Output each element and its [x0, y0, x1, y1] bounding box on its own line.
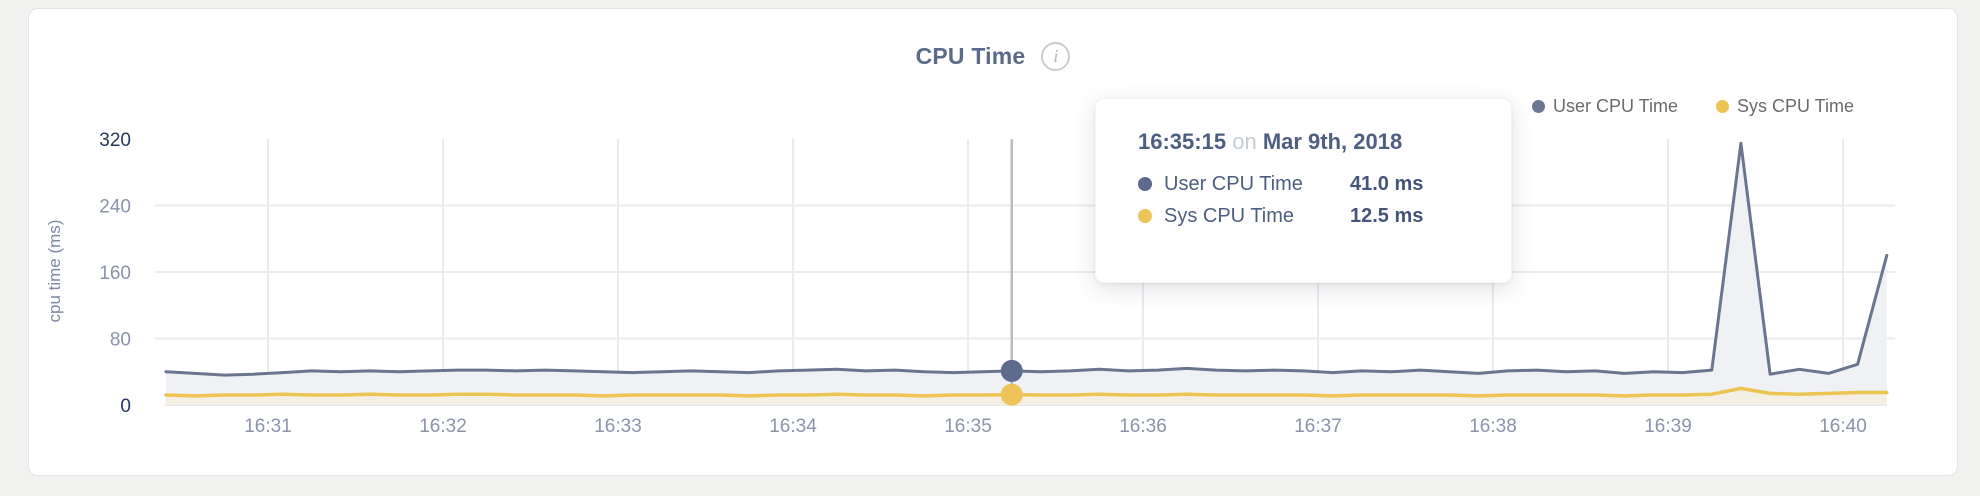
tooltip-date: Mar 9th, 2018 [1262, 129, 1403, 154]
tooltip-series-label: Sys CPU Time [1164, 204, 1295, 227]
x-tick-label: 16:34 [769, 416, 817, 437]
x-tick-label: 16:39 [1644, 416, 1692, 437]
y-tick-label: 160 [99, 263, 131, 284]
tooltip-on-word: on [1232, 129, 1257, 154]
tooltip-title: 16:35:15 on Mar 9th, 2018 [1138, 129, 1511, 155]
tooltip-series-value: 12.5 ms [1350, 204, 1424, 227]
legend-label: User CPU Time [1552, 96, 1678, 116]
y-axis-title: cpu time (ms) [45, 219, 64, 323]
user-cpu-legend-dot [1531, 100, 1545, 113]
x-tick-label: 16:32 [419, 416, 467, 437]
tooltip-series-label: User CPU Time [1164, 172, 1303, 195]
y-tick-label: 320 [99, 130, 131, 151]
tooltip-time: 16:35:15 [1138, 129, 1227, 154]
user-cpu-dot-icon [1138, 177, 1152, 191]
legend-item-user-cpu[interactable]: User CPU Time [1531, 96, 1678, 117]
hover-tooltip: 16:35:15 on Mar 9th, 2018 User CPU Time … [1095, 98, 1512, 283]
tooltip-row-user-cpu: User CPU Time 41.0 ms [1138, 168, 1511, 200]
x-tick-label: 16:37 [1294, 416, 1342, 437]
x-tick-label: 16:33 [594, 416, 642, 437]
x-tick-label: 16:35 [944, 416, 992, 437]
y-tick-label: 240 [99, 197, 131, 218]
x-tick-label: 16:40 [1819, 416, 1867, 437]
legend-item-sys-cpu[interactable]: Sys CPU Time [1715, 96, 1854, 117]
tooltip-row-sys-cpu: Sys CPU Time 12.5 ms [1138, 200, 1511, 232]
info-icon[interactable]: i [1041, 42, 1071, 71]
chart-header: CPU Time i [28, 42, 1958, 71]
x-tick-label: 16:36 [1119, 416, 1167, 437]
sys-cpu-legend-dot [1715, 100, 1729, 113]
chart-title: CPU Time [915, 43, 1026, 69]
y-tick-label: 80 [110, 330, 131, 351]
sys-cpu-dot-icon [1138, 209, 1152, 223]
tooltip-series-value: 41.0 ms [1350, 172, 1424, 195]
x-tick-label: 16:31 [244, 416, 292, 437]
y-tick-label: 0 [120, 396, 131, 417]
chart-legend: User CPU Time Sys CPU Time [1531, 96, 1854, 117]
legend-label: Sys CPU Time [1736, 96, 1854, 116]
x-tick-label: 16:38 [1469, 416, 1517, 437]
